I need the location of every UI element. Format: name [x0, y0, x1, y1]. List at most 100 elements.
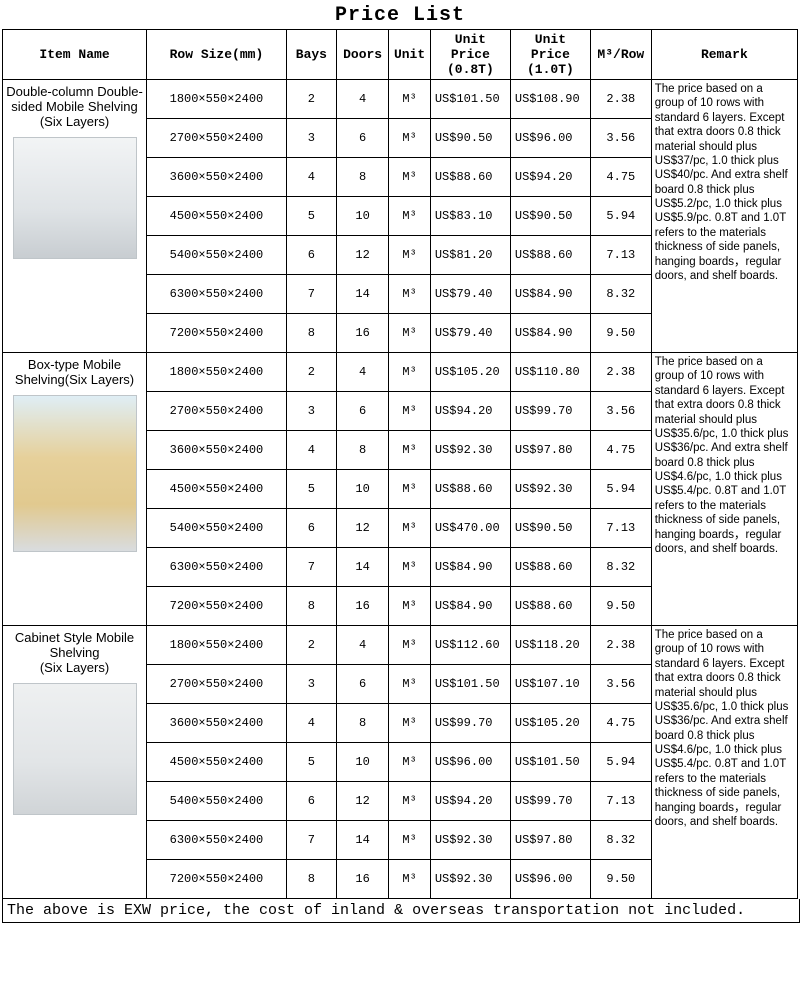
unit: M³	[389, 470, 431, 509]
unit: M³	[389, 275, 431, 314]
price-08t: US$92.30	[430, 431, 510, 470]
row-size: 2700×550×2400	[147, 392, 287, 431]
doors: 10	[336, 470, 388, 509]
price-08t: US$105.20	[430, 353, 510, 392]
product-image	[13, 137, 137, 259]
price-10t: US$101.50	[510, 743, 590, 782]
unit: M³	[389, 80, 431, 119]
col-unit: Unit	[389, 30, 431, 80]
price-08t: US$99.70	[430, 704, 510, 743]
price-10t: US$84.90	[510, 275, 590, 314]
m3-row: 8.32	[590, 275, 651, 314]
footnote: The above is EXW price, the cost of inla…	[2, 899, 800, 923]
unit: M³	[389, 587, 431, 626]
col-row-size: Row Size(mm)	[147, 30, 287, 80]
doors: 8	[336, 158, 388, 197]
doors: 6	[336, 392, 388, 431]
bays: 5	[286, 743, 336, 782]
row-size: 1800×550×2400	[147, 80, 287, 119]
col-item-name: Item Name	[3, 30, 147, 80]
doors: 10	[336, 743, 388, 782]
m3-row: 3.56	[590, 665, 651, 704]
price-08t: US$112.60	[430, 626, 510, 665]
unit: M³	[389, 782, 431, 821]
price-10t: US$88.60	[510, 236, 590, 275]
price-10t: US$97.80	[510, 431, 590, 470]
m3-row: 8.32	[590, 821, 651, 860]
unit: M³	[389, 860, 431, 899]
price-08t: US$470.00	[430, 509, 510, 548]
price-10t: US$97.80	[510, 821, 590, 860]
row-size: 4500×550×2400	[147, 743, 287, 782]
unit: M³	[389, 509, 431, 548]
doors: 4	[336, 353, 388, 392]
m3-row: 5.94	[590, 197, 651, 236]
row-size: 4500×550×2400	[147, 470, 287, 509]
row-size: 1800×550×2400	[147, 626, 287, 665]
unit: M³	[389, 158, 431, 197]
bays: 8	[286, 314, 336, 353]
doors: 4	[336, 626, 388, 665]
price-08t: US$92.30	[430, 821, 510, 860]
price-08t: US$94.20	[430, 782, 510, 821]
bays: 4	[286, 431, 336, 470]
row-size: 1800×550×2400	[147, 353, 287, 392]
col-price-10t: Unit Price (1.0T)	[510, 30, 590, 80]
bays: 7	[286, 821, 336, 860]
bays: 2	[286, 80, 336, 119]
price-10t: US$92.30	[510, 470, 590, 509]
item-name-label: Cabinet Style Mobile Shelving(Six Layers…	[6, 630, 143, 679]
price-10t: US$107.10	[510, 665, 590, 704]
price-08t: US$84.90	[430, 587, 510, 626]
price-08t: US$101.50	[430, 665, 510, 704]
m3-row: 9.50	[590, 587, 651, 626]
bays: 2	[286, 626, 336, 665]
row-size: 3600×550×2400	[147, 704, 287, 743]
bays: 8	[286, 587, 336, 626]
bays: 3	[286, 392, 336, 431]
unit: M³	[389, 392, 431, 431]
bays: 3	[286, 119, 336, 158]
bays: 5	[286, 197, 336, 236]
m3-row: 2.38	[590, 626, 651, 665]
price-08t: US$94.20	[430, 392, 510, 431]
bays: 3	[286, 665, 336, 704]
row-size: 3600×550×2400	[147, 158, 287, 197]
doors: 8	[336, 431, 388, 470]
row-size: 6300×550×2400	[147, 275, 287, 314]
price-10t: US$118.20	[510, 626, 590, 665]
row-size: 3600×550×2400	[147, 431, 287, 470]
unit: M³	[389, 431, 431, 470]
m3-row: 5.94	[590, 470, 651, 509]
doors: 12	[336, 236, 388, 275]
price-10t: US$84.90	[510, 314, 590, 353]
m3-row: 2.38	[590, 80, 651, 119]
price-08t: US$79.40	[430, 314, 510, 353]
bays: 4	[286, 704, 336, 743]
row-size: 6300×550×2400	[147, 821, 287, 860]
product-image	[13, 683, 137, 815]
table-row: Box-type Mobile Shelving(Six Layers)1800…	[3, 353, 798, 392]
price-08t: US$88.60	[430, 158, 510, 197]
doors: 16	[336, 587, 388, 626]
bays: 4	[286, 158, 336, 197]
m3-row: 4.75	[590, 158, 651, 197]
doors: 4	[336, 80, 388, 119]
price-10t: US$96.00	[510, 119, 590, 158]
m3-row: 2.38	[590, 353, 651, 392]
m3-row: 5.94	[590, 743, 651, 782]
bays: 7	[286, 275, 336, 314]
col-price-08t: Unit Price (0.8T)	[430, 30, 510, 80]
page-title: Price List	[0, 0, 800, 29]
doors: 14	[336, 821, 388, 860]
unit: M³	[389, 119, 431, 158]
unit: M³	[389, 665, 431, 704]
col-doors: Doors	[336, 30, 388, 80]
m3-row: 7.13	[590, 782, 651, 821]
m3-row: 3.56	[590, 119, 651, 158]
item-name-cell: Cabinet Style Mobile Shelving(Six Layers…	[3, 626, 147, 899]
price-10t: US$90.50	[510, 197, 590, 236]
table-row: Cabinet Style Mobile Shelving(Six Layers…	[3, 626, 798, 665]
col-m3-row: M³/Row	[590, 30, 651, 80]
m3-row: 3.56	[590, 392, 651, 431]
